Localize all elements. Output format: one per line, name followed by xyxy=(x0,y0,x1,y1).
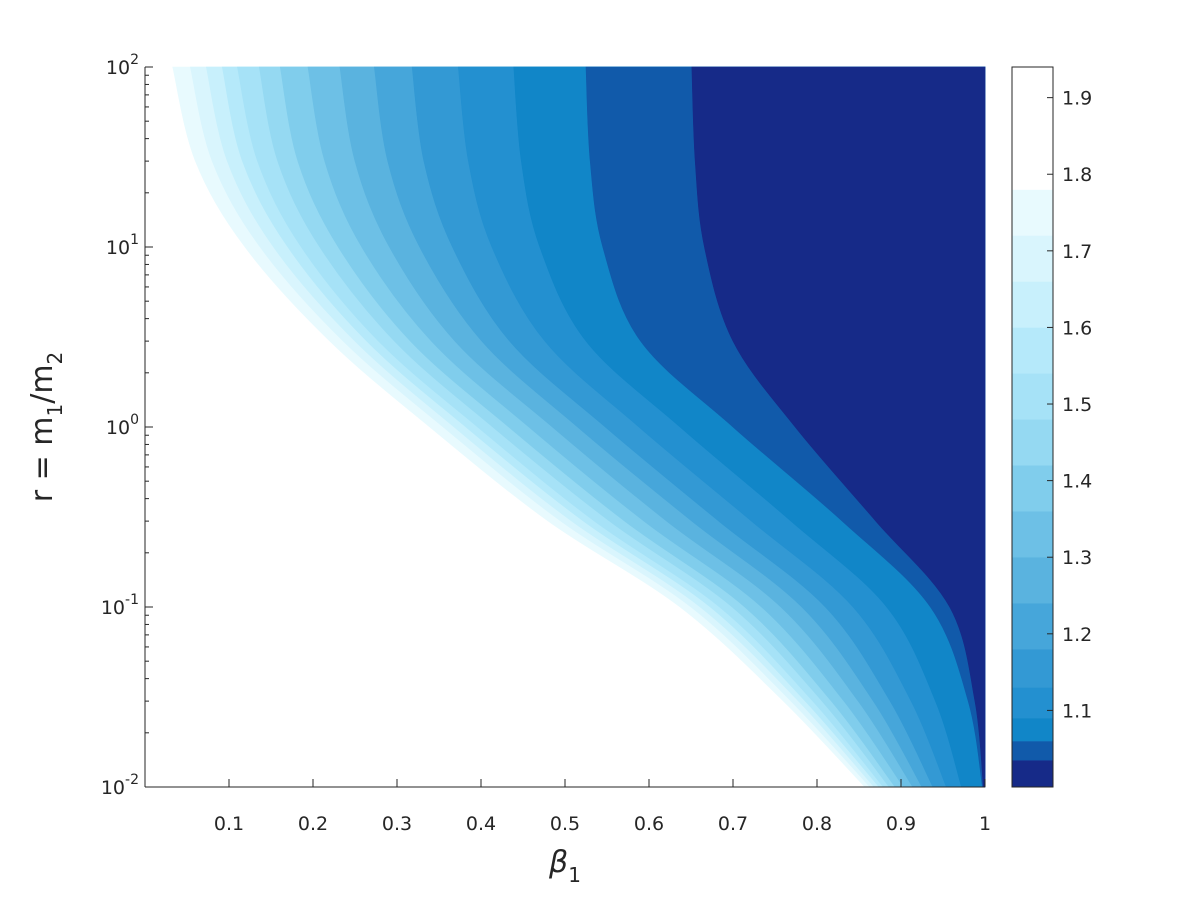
colorbar: 1.1 1.2 1.3 1.4 1.5 1.6 1.7 1.8 1.9 xyxy=(1011,66,1092,788)
contour-region xyxy=(691,66,986,788)
colorbar-band xyxy=(1011,189,1054,236)
y-tick-exponent: -2 xyxy=(125,772,139,788)
colorbar-band xyxy=(1011,759,1054,788)
y-label-sub: 2 xyxy=(43,352,67,365)
y-label-text: r = m xyxy=(25,417,60,503)
colorbar-tick-label: 1.6 xyxy=(1062,317,1092,339)
y-tick-label: 10-1 xyxy=(101,592,139,619)
colorbar-band xyxy=(1011,511,1054,558)
x-tick-label: 0.4 xyxy=(466,813,496,835)
colorbar-band xyxy=(1011,281,1054,328)
x-tick-label: 0.7 xyxy=(718,813,748,835)
y-tick-exponent: -1 xyxy=(125,592,139,608)
colorbar-tick-label: 1.5 xyxy=(1062,394,1092,416)
x-tick-label: 0.1 xyxy=(214,813,244,835)
y-tick-base: 10 xyxy=(106,237,130,259)
x-tick-label: 0.6 xyxy=(634,813,664,835)
colorbar-frame xyxy=(1011,66,1054,788)
x-tick-label: 0.8 xyxy=(802,813,832,835)
colorbar-tick-label: 1.1 xyxy=(1062,700,1092,722)
y-tick-base: 10 xyxy=(101,597,125,619)
x-tick-label: 0.9 xyxy=(886,813,916,835)
y-tick-label: 100 xyxy=(106,412,139,439)
colorbar-tick-label: 1.9 xyxy=(1062,88,1092,110)
y-tick-exponent: 1 xyxy=(130,232,139,248)
y-axis-label: r = m1/m2 xyxy=(25,352,67,503)
y-tick-base: 10 xyxy=(106,417,130,439)
colorbar-band xyxy=(1011,419,1054,466)
colorbar-tick-label: 1.8 xyxy=(1062,164,1092,186)
y-tick-base: 10 xyxy=(101,777,125,799)
colorbar-band xyxy=(1011,66,1054,190)
colorbar-band xyxy=(1011,740,1054,761)
x-tick-label: 0.3 xyxy=(382,813,412,835)
colorbar-tick-label: 1.2 xyxy=(1062,624,1092,646)
y-tick-exponent: 0 xyxy=(130,412,139,428)
colorbar-band xyxy=(1011,465,1054,512)
y-label-sub: 1 xyxy=(43,404,67,417)
y-tick-base: 10 xyxy=(106,57,130,79)
colorbar-tick-label: 1.4 xyxy=(1062,471,1092,493)
x-tick-label: 1 xyxy=(979,813,991,835)
x-axis-label: β1 xyxy=(548,845,581,887)
x-tick-label: 0.2 xyxy=(298,813,328,835)
colorbar-band xyxy=(1011,556,1054,604)
y-tick-label: 10-2 xyxy=(101,772,139,799)
x-tick-label: 0.5 xyxy=(550,813,580,835)
colorbar-tick-label: 1.3 xyxy=(1062,547,1092,569)
colorbar-band xyxy=(1011,602,1054,650)
colorbar-band xyxy=(1011,648,1054,688)
y-label-text: /m xyxy=(25,364,60,403)
colorbar-band xyxy=(1011,687,1054,719)
x-label-text: β xyxy=(548,845,568,880)
colorbar-band xyxy=(1011,373,1054,420)
plot-area: 0.1 0.2 0.3 0.4 0.5 0.6 0.7 0.8 0.9 110-210-11001… xyxy=(101,52,991,835)
colorbar-tick-label: 1.7 xyxy=(1062,241,1092,263)
colorbar-band xyxy=(1011,235,1054,282)
x-label-sub: 1 xyxy=(568,863,581,887)
y-tick-exponent: 2 xyxy=(130,52,139,68)
colorbar-band xyxy=(1011,327,1054,374)
colorbar-band xyxy=(1011,717,1054,742)
y-tick-label: 102 xyxy=(106,52,139,79)
y-tick-label: 101 xyxy=(106,232,139,259)
